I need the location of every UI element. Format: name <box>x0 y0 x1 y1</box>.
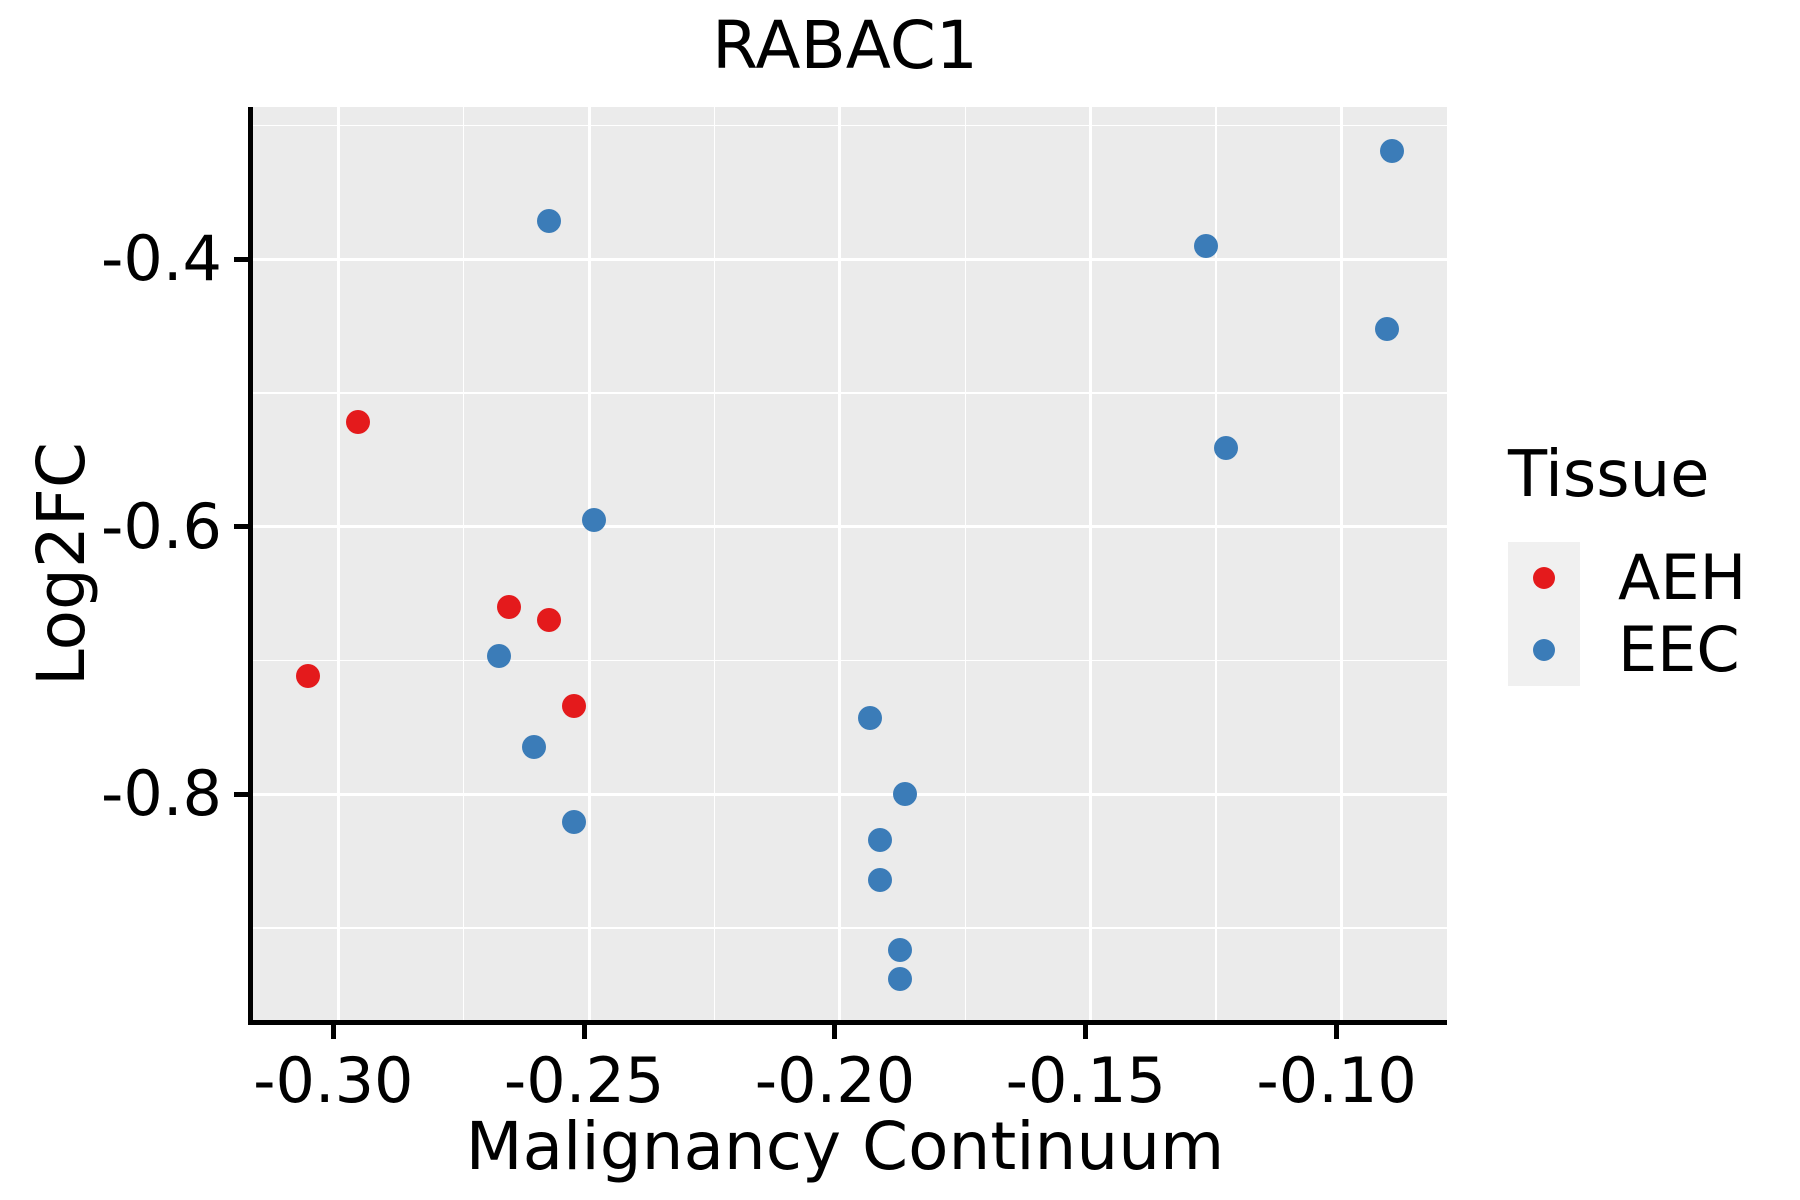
legend-keys: AEH EEC <box>1508 542 1746 686</box>
y-tick-label: -0.4 <box>101 222 222 296</box>
legend-entry-label: EEC <box>1618 613 1740 686</box>
x-tick-label: -0.15 <box>1005 1044 1167 1117</box>
y-minor-gridline <box>253 392 1447 394</box>
chart-title: RABAC1 <box>712 7 978 84</box>
y-major-gridline <box>253 525 1447 529</box>
y-tick-label: -0.8 <box>101 757 222 831</box>
x-axis-tick <box>581 1025 587 1039</box>
y-axis-tick <box>234 791 248 797</box>
data-point-eec <box>582 508 607 533</box>
legend-entry-aeh: AEH <box>1508 542 1746 614</box>
x-major-gridline <box>587 107 591 1020</box>
legend-dot-eec <box>1533 639 1555 661</box>
data-point-eec <box>1214 435 1239 460</box>
y-minor-gridline <box>253 659 1447 662</box>
x-major-gridline <box>336 107 340 1020</box>
data-point-aeh <box>496 594 521 619</box>
y-major-gridline <box>253 257 1447 261</box>
data-point-aeh <box>562 693 587 718</box>
x-minor-gridline <box>713 107 716 1020</box>
x-axis-tick <box>330 1025 336 1039</box>
x-major-gridline <box>1340 107 1344 1020</box>
y-axis-tick <box>234 256 248 262</box>
x-axis-tick <box>1083 1025 1089 1039</box>
data-point-eec <box>858 705 883 730</box>
legend: Tissue AEH EEC <box>1508 442 1746 686</box>
x-minor-gridline <box>964 107 967 1020</box>
x-tick-label: -0.20 <box>754 1044 916 1117</box>
x-minor-gridline <box>1215 107 1217 1020</box>
y-minor-gridline <box>253 124 1447 127</box>
data-point-eec <box>1379 139 1404 164</box>
data-point-aeh <box>296 664 321 689</box>
legend-key-box <box>1508 614 1580 686</box>
data-point-eec <box>486 644 511 669</box>
data-point-eec <box>868 867 893 892</box>
data-point-eec <box>888 966 913 991</box>
y-major-gridline <box>253 792 1447 796</box>
data-point-eec <box>1374 316 1399 341</box>
data-point-eec <box>521 735 546 760</box>
x-axis-tick <box>1334 1025 1340 1039</box>
legend-dot-aeh <box>1533 567 1555 589</box>
x-major-gridline <box>1089 107 1093 1020</box>
y-axis-title: Log2FC <box>23 442 100 686</box>
data-point-eec <box>562 810 587 835</box>
x-tick-label: -0.10 <box>1256 1044 1417 1117</box>
y-axis-tick <box>234 524 248 530</box>
x-minor-gridline <box>462 107 465 1020</box>
data-point-eec <box>888 938 913 963</box>
plot-panel <box>248 107 1447 1025</box>
x-tick-label: -0.30 <box>253 1044 414 1117</box>
data-point-eec <box>536 208 561 233</box>
legend-entry-eec: EEC <box>1508 614 1746 686</box>
y-minor-gridline <box>253 927 1447 929</box>
y-tick-label: -0.6 <box>101 489 222 563</box>
x-major-gridline <box>838 107 842 1020</box>
x-axis-title: Malignancy Continuum <box>465 1108 1225 1185</box>
x-tick-label: -0.25 <box>503 1044 665 1117</box>
data-point-aeh <box>346 410 371 435</box>
data-point-eec <box>1194 234 1219 259</box>
x-axis-tick <box>832 1025 838 1039</box>
data-point-aeh <box>536 608 561 633</box>
legend-key-box <box>1508 542 1580 614</box>
legend-title: Tissue <box>1508 438 1710 512</box>
data-point-eec <box>868 827 893 852</box>
legend-entry-label: AEH <box>1618 541 1747 614</box>
data-point-eec <box>893 782 918 807</box>
